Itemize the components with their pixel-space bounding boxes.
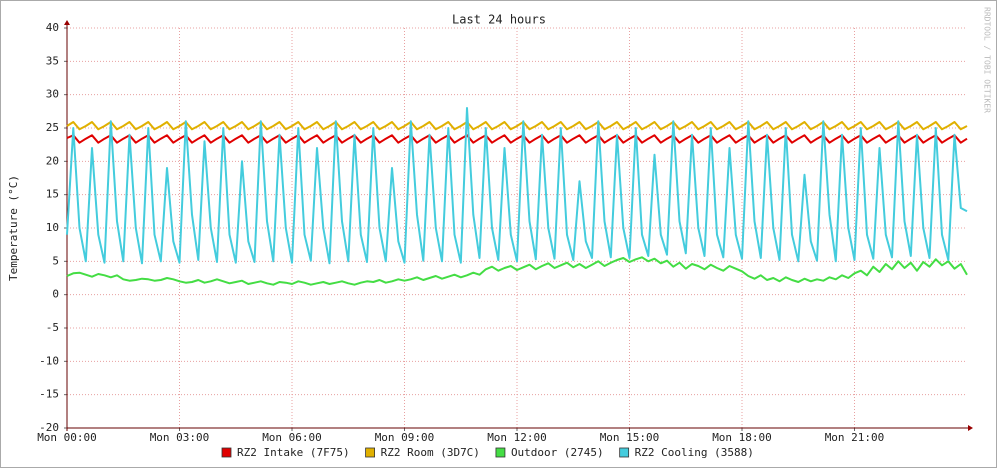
axis-arrow xyxy=(968,425,973,431)
chart-title: Last 24 hours xyxy=(452,13,546,27)
y-tick-label: 5 xyxy=(52,254,59,267)
legend-label: RZ2 Intake (7F75) xyxy=(237,446,350,459)
y-tick-label: 15 xyxy=(46,188,59,201)
y-tick-label: -5 xyxy=(46,321,59,334)
legend-swatch xyxy=(495,447,506,458)
axis-arrow xyxy=(64,20,70,25)
y-tick-label: -15 xyxy=(39,388,59,401)
x-tick-label: Mon 00:00 xyxy=(37,431,97,444)
series-line xyxy=(66,107,968,265)
legend-swatch xyxy=(365,447,375,458)
legend-label: Outdoor (2745) xyxy=(511,446,604,459)
legend-swatch xyxy=(221,447,232,458)
legend-label: RZ2 Cooling (3588) xyxy=(635,446,754,459)
y-tick-label: 35 xyxy=(46,54,59,67)
x-tick-label: Mon 06:00 xyxy=(262,431,322,444)
x-tick-label: Mon 03:00 xyxy=(150,431,210,444)
legend-swatch xyxy=(619,447,630,458)
x-tick-label: Mon 18:00 xyxy=(712,431,772,444)
y-tick-label: -10 xyxy=(39,354,59,367)
y-tick-label: 10 xyxy=(46,221,59,234)
x-tick-label: Mon 21:00 xyxy=(825,431,885,444)
x-tick-label: Mon 12:00 xyxy=(487,431,547,444)
series-line xyxy=(66,134,968,144)
y-axis-label: Temperature (°C) xyxy=(7,175,20,281)
series-line xyxy=(66,121,968,131)
y-tick-label: 30 xyxy=(46,88,59,101)
watermark: RRDTOOL / TOBI OETIKER xyxy=(983,7,992,113)
y-tick-label: 25 xyxy=(46,121,59,134)
x-tick-label: Mon 15:00 xyxy=(600,431,660,444)
series-line xyxy=(66,256,968,286)
y-tick-label: 40 xyxy=(46,21,59,34)
legend-label: RZ2 Room (3D7C) xyxy=(381,446,480,459)
x-tick-label: Mon 09:00 xyxy=(375,431,435,444)
y-tick-label: -20 xyxy=(39,421,59,434)
y-tick-label: 20 xyxy=(46,154,59,167)
y-tick-label: 0 xyxy=(52,288,59,301)
